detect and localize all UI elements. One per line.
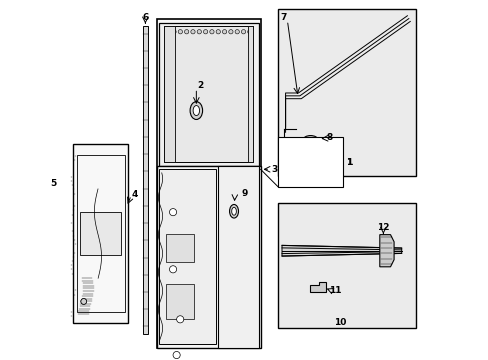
Circle shape: [216, 30, 220, 34]
Circle shape: [184, 30, 188, 34]
Text: 10: 10: [333, 318, 346, 327]
Ellipse shape: [193, 105, 199, 116]
Text: 3: 3: [271, 165, 277, 174]
Polygon shape: [165, 284, 194, 319]
Circle shape: [173, 351, 180, 359]
Ellipse shape: [56, 190, 61, 198]
Circle shape: [190, 30, 195, 34]
Text: 5: 5: [50, 179, 57, 188]
Polygon shape: [80, 212, 121, 255]
Text: 11: 11: [329, 285, 341, 294]
Circle shape: [169, 266, 176, 273]
Polygon shape: [217, 166, 258, 348]
Text: 8: 8: [326, 133, 332, 142]
Circle shape: [171, 30, 176, 34]
Ellipse shape: [303, 136, 317, 143]
Circle shape: [235, 30, 239, 34]
Bar: [278, 9, 415, 176]
Circle shape: [81, 298, 86, 304]
Circle shape: [178, 30, 182, 34]
Circle shape: [165, 30, 169, 34]
Text: 4: 4: [132, 190, 138, 199]
Circle shape: [228, 30, 233, 34]
Polygon shape: [142, 26, 148, 334]
Polygon shape: [157, 166, 260, 348]
Circle shape: [241, 30, 245, 34]
Ellipse shape: [229, 204, 238, 218]
Polygon shape: [282, 246, 401, 256]
Circle shape: [81, 298, 86, 304]
Polygon shape: [164, 26, 253, 162]
Circle shape: [197, 30, 201, 34]
Bar: [278, 203, 415, 328]
Circle shape: [222, 30, 226, 34]
Polygon shape: [157, 19, 260, 348]
Ellipse shape: [54, 188, 63, 201]
Polygon shape: [309, 282, 325, 292]
Circle shape: [203, 30, 207, 34]
Text: 2: 2: [196, 81, 203, 90]
Text: 12: 12: [376, 223, 389, 232]
Circle shape: [176, 316, 183, 323]
Ellipse shape: [231, 207, 236, 215]
Text: 1: 1: [346, 158, 352, 167]
Bar: [278, 137, 342, 187]
Polygon shape: [379, 235, 393, 267]
Ellipse shape: [190, 102, 202, 120]
Polygon shape: [159, 23, 258, 166]
Text: 6: 6: [142, 13, 148, 22]
Polygon shape: [247, 26, 253, 162]
Text: 7: 7: [280, 13, 286, 22]
Circle shape: [209, 30, 214, 34]
Circle shape: [169, 208, 176, 216]
Polygon shape: [73, 144, 128, 323]
Text: 1: 1: [346, 158, 352, 167]
Circle shape: [247, 30, 251, 34]
Polygon shape: [165, 234, 194, 262]
Polygon shape: [164, 26, 175, 162]
Polygon shape: [159, 169, 215, 344]
Text: 9: 9: [241, 189, 247, 198]
